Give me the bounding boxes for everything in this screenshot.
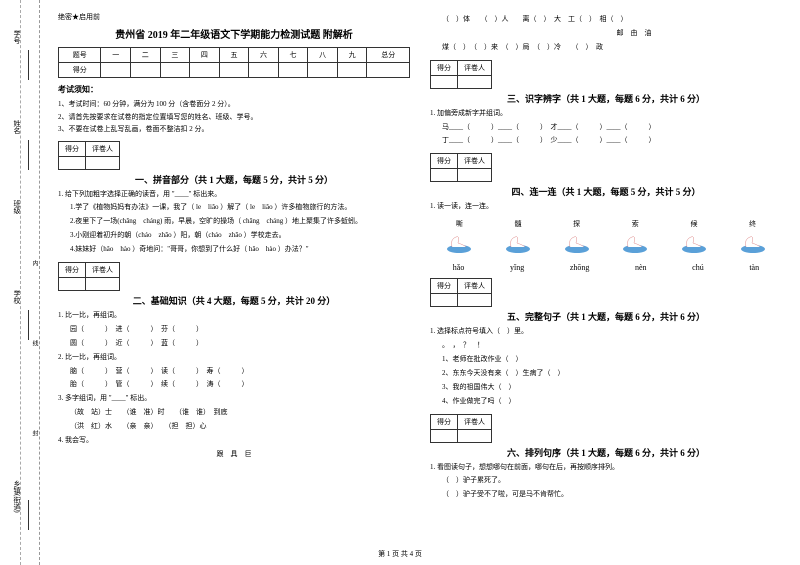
fill-line [28,50,29,80]
notice-item: 2、请首先按要求在试卷的指定位置填写您的姓名、班级、学号。 [58,112,410,123]
inner-label: 内 [30,260,39,266]
page-footer: 第 1 页 共 4 页 [0,549,800,559]
q: 邮 由 油 [430,28,782,40]
q: （ ）驴子累死了。 [430,475,782,487]
q: （ ）驴子受不了啦，可是马不肯帮忙。 [430,489,782,501]
q: 圆（ ） 近（ ） 蓝（ ） [58,338,410,350]
right-column: （ ）体 （ ）人 离（ ） 大 工（ ） 相（ ） 邮 由 油 煤（ ） （ … [420,12,792,553]
inner-label: 封 [30,430,39,436]
section2-title: 二、基础知识（共 4 大题，每题 5 分，共计 20 分） [58,294,410,307]
section6-title: 六、排列句序（共 1 大题，每题 6 分，共计 6 分） [430,446,782,459]
binding-margin: 学号 姓名 班级 内 学校 线 封 乡镇(街道) [0,0,40,565]
swan-icon [503,231,533,255]
q: 4.妹妹好（hǎo hào ）奇地问："哥哥，你想到了什么好（ hǎo hào … [58,244,410,256]
swan-item: 候 [679,219,709,257]
swan-icon [679,231,709,255]
fill-line [28,140,29,170]
swan-item: 髓 [503,219,533,257]
section5-title: 五、完整句子（共 1 大题，每题 6 分，共计 6 分） [430,310,782,323]
pinyin-row: hǎo yǐng zhōng nèn chú tàn [430,263,782,272]
th: 九 [337,48,367,63]
notice-item: 1、考试时间：60 分钟，满分为 100 分（含卷面分 2 分）。 [58,99,410,110]
swan-row: 嘶 髓 探 索 候 终 [430,219,782,257]
section-score-box: 得分评卷人 [58,262,120,291]
q: 1. 比一比，再组词。 [58,310,410,322]
label-studentid: 学号 [12,30,22,44]
section-score-box: 得分评卷人 [430,414,492,443]
confidential-label: 绝密★启用前 [58,12,410,22]
q: 2.夜里下了一场(chǎng cháng) 雨，早晨，空旷的操场（ chǎng … [58,216,410,228]
th: 二 [131,48,161,63]
swan-item: 嘶 [444,219,474,257]
swan-icon [620,231,650,255]
section-score-box: 得分评卷人 [430,153,492,182]
q: 。 ， ？ ！ [430,340,782,352]
section-score-box: 得分评卷人 [430,278,492,307]
q: 脑（ ） 营（ ） 读（ ） 寿（ ） [58,366,410,378]
th: 八 [308,48,338,63]
th: 六 [249,48,279,63]
th: 四 [190,48,220,63]
th: 一 [101,48,131,63]
label-class: 班级 [12,200,22,214]
q: （洪 红）水 （亲 亲） （担 担）心 [58,421,410,433]
q: 4、作业做完了吗（ ） [430,396,782,408]
q: （ ）体 （ ）人 离（ ） 大 工（ ） 相（ ） [430,14,782,26]
score-summary-table: 题号 一 二 三 四 五 六 七 八 九 总分 得分 [58,47,410,78]
main-content: 绝密★启用前 贵州省 2019 年二年级语文下学期能力检测试题 附解析 题号 一… [40,0,800,565]
left-column: 绝密★启用前 贵州省 2019 年二年级语文下学期能力检测试题 附解析 题号 一… [48,12,420,553]
q: 1、老师在批改作业（ ） [430,354,782,366]
q: 3.小刚迎着初升的朝（cháo zhāo ）阳，朝（cháo zhāo ）学校走… [58,230,410,242]
swan-item: 终 [738,219,768,257]
q: 煤（ ） （ ）来 （ ）局 （ ）冷 （ ） 政 [430,42,782,54]
q: 丁____（ ）____（ ） 少____（ ）____（ ） [430,135,782,147]
q: 2. 比一比，再组词。 [58,352,410,364]
section3-title: 三、识字辨字（共 1 大题，每题 6 分，共计 6 分） [430,92,782,105]
th: 题号 [59,48,101,63]
th: 七 [278,48,308,63]
q: 1. 给下列加粗字选择正确的读音，用 "____" 标出来。 [58,189,410,201]
row-label: 得分 [59,63,101,78]
label-town: 乡镇(街道) [12,480,22,513]
q: 1. 读一读，连一连。 [430,201,782,213]
th: 总分 [367,48,410,63]
swan-item: 探 [562,219,592,257]
q: 跟 具 巨 [58,449,410,461]
swan-icon [444,231,474,255]
notice-title: 考试须知： [58,84,410,95]
section-score-box: 得分评卷人 [430,60,492,89]
swan-icon [738,231,768,255]
q: 胎（ ） 管（ ） 续（ ） 涛（ ） [58,379,410,391]
label-name: 姓名 [12,120,22,134]
q: 3、我的祖国伟大（ ） [430,382,782,394]
section4-title: 四、连一连（共 1 大题，每题 5 分，共计 5 分） [430,185,782,198]
label-school: 学校 [12,290,22,304]
q: （故 站）士 （谁 准）时 （谁 谁） 到底 [58,407,410,419]
q: 1. 看图读句子，想想哪句在前面，哪句在后，再按顺序排列。 [430,462,782,474]
th: 三 [160,48,190,63]
section-score-box: 得分评卷人 [58,141,120,170]
section1-title: 一、拼音部分（共 1 大题，每题 5 分，共计 5 分） [58,173,410,186]
exam-title: 贵州省 2019 年二年级语文下学期能力检测试题 附解析 [58,26,410,41]
q: 1. 选择标点符号填入（ ）里。 [430,326,782,338]
swan-item: 索 [620,219,650,257]
q: 园（ ） 进（ ） 芬（ ） [58,324,410,336]
fill-line [28,310,29,340]
q: 2、东东今天没有来（ ）生病了（ ） [430,368,782,380]
inner-label: 线 [30,340,39,346]
th: 五 [219,48,249,63]
q: 1.学了《植物妈妈有办法》一课，我了（ le liǎo ）解了（ le liǎo… [58,202,410,214]
swan-icon [562,231,592,255]
q: 4. 我会写。 [58,435,410,447]
fill-line [28,500,29,530]
q: 1. 加偏旁成新字并组词。 [430,108,782,120]
q: 马____（ ）____（ ） 才____（ ）____（ ） [430,122,782,134]
notice-item: 3、不要在试卷上乱写乱画，卷面不整洁扣 2 分。 [58,124,410,135]
q: 3. 多字组词，用 "____" 标出。 [58,393,410,405]
